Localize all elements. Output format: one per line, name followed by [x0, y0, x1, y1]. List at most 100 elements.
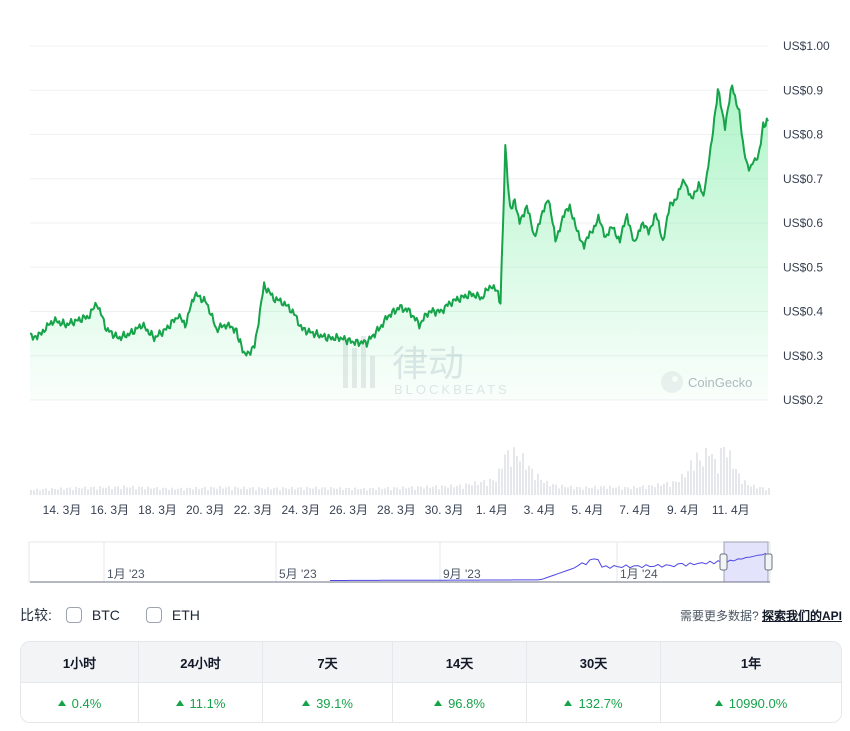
volume-bar — [333, 488, 335, 495]
volume-bar — [231, 490, 233, 495]
navigator-label: 1月 '23 — [107, 567, 145, 581]
up-arrow-icon — [714, 700, 723, 706]
volume-bar — [105, 487, 107, 495]
value-24h: 11.1% — [139, 683, 263, 722]
volume-bar — [741, 483, 743, 495]
volume-bar — [672, 481, 674, 495]
volume-bar — [204, 486, 206, 495]
volume-bar — [471, 485, 473, 495]
volume-bar — [624, 486, 626, 495]
volume-bar — [222, 488, 224, 495]
volume-bar — [387, 487, 389, 495]
volume-bar — [297, 487, 299, 495]
volume-bar — [462, 488, 464, 495]
volume-bar — [378, 487, 380, 495]
volume-bar — [273, 488, 275, 495]
volume-bar — [447, 487, 449, 495]
volume-bar — [498, 468, 500, 495]
navigator-label: 1月 '24 — [620, 567, 658, 581]
value-1y: 10990.0% — [661, 683, 841, 722]
volume-bar — [30, 489, 32, 495]
volume-bar — [627, 487, 629, 495]
volume-bar — [324, 487, 326, 495]
volume-bar — [585, 486, 587, 495]
value-30d-text: 132.7% — [578, 695, 623, 711]
volume-bar — [675, 481, 677, 495]
volume-bar — [408, 487, 410, 495]
volume-bar — [108, 485, 110, 495]
volume-bar — [120, 488, 122, 495]
volume-bar — [36, 488, 38, 495]
eth-checkbox-box[interactable] — [145, 607, 162, 623]
volume-bar — [501, 468, 503, 495]
compare-label: 比较: — [20, 607, 52, 623]
navigator-selection[interactable] — [723, 541, 769, 583]
volume-bar — [336, 488, 338, 495]
volume-bar — [561, 484, 563, 495]
price-chart[interactable]: 律动 BLOCKBEATS CoinGecko US$1.00US$0.9US$… — [0, 0, 850, 600]
navigator-label: 5月 '23 — [279, 567, 317, 581]
btc-label: BTC — [91, 607, 120, 623]
volume-bar — [276, 487, 278, 495]
x-tick-label: 1. 4月 — [476, 503, 508, 517]
volume-bar — [405, 488, 407, 495]
volume-bar — [429, 487, 431, 495]
volume-bar — [186, 487, 188, 495]
volume-bar — [183, 490, 185, 495]
x-tick-label: 30. 3月 — [425, 503, 464, 517]
navigator-right-handle[interactable] — [764, 553, 773, 571]
range-navigator[interactable]: 1月 '23 5月 '23 9月 '23 1月 '24 — [28, 541, 773, 583]
volume-bar — [129, 487, 131, 495]
volume-bar — [147, 486, 149, 495]
y-tick-label: US$0.4 — [783, 305, 823, 319]
volume-bar — [381, 488, 383, 495]
volume-bar — [459, 484, 461, 495]
volume-bar — [759, 486, 761, 495]
volume-bar — [492, 480, 494, 495]
volume-bar — [72, 490, 74, 495]
up-arrow-icon — [434, 700, 443, 706]
navigator-left-handle[interactable] — [719, 553, 728, 571]
volume-bar — [543, 482, 545, 495]
price-line[interactable] — [29, 84, 769, 357]
volume-bar — [576, 486, 578, 495]
volume-bar — [660, 485, 662, 495]
volume-bar — [648, 485, 650, 495]
volume-bar — [45, 488, 47, 495]
period-1h: 1小时 — [21, 642, 139, 682]
volume-bar — [489, 478, 491, 495]
volume-bar — [711, 453, 713, 495]
volume-bar — [93, 486, 95, 495]
volume-bar — [531, 468, 533, 495]
compare-eth-checkbox[interactable]: ETH — [145, 607, 200, 623]
volume-bar — [213, 487, 215, 495]
volume-bar — [555, 484, 557, 495]
navigator-label: 9月 '23 — [443, 567, 481, 581]
btc-checkbox-box[interactable] — [65, 607, 82, 623]
volume-bar — [321, 487, 323, 495]
volume-bar — [357, 489, 359, 495]
x-tick-label: 9. 4月 — [667, 503, 699, 517]
volume-bar — [192, 489, 194, 495]
volume-bar — [264, 489, 266, 495]
volume-bar — [495, 481, 497, 495]
value-14d-text: 96.8% — [448, 695, 485, 711]
volume-bar — [399, 489, 401, 495]
volume-bar — [432, 486, 434, 495]
compare-btc-checkbox[interactable]: BTC — [65, 607, 120, 623]
volume-bar — [687, 471, 689, 495]
y-tick-label: US$0.7 — [783, 172, 823, 186]
volume-bar — [630, 489, 632, 495]
volume-bar — [423, 488, 425, 495]
volume-bar — [504, 454, 506, 495]
period-1y: 1年 — [740, 655, 762, 671]
volume-bar — [303, 490, 305, 495]
volume-bar — [762, 487, 764, 495]
volume-bar — [225, 487, 227, 495]
volume-bar — [417, 486, 419, 495]
x-tick-label: 16. 3月 — [90, 503, 129, 517]
volume-bar — [360, 489, 362, 495]
volume-bar — [540, 479, 542, 495]
volume-bar — [714, 458, 716, 495]
explore-api-link[interactable]: 探索我们的API — [761, 608, 842, 623]
